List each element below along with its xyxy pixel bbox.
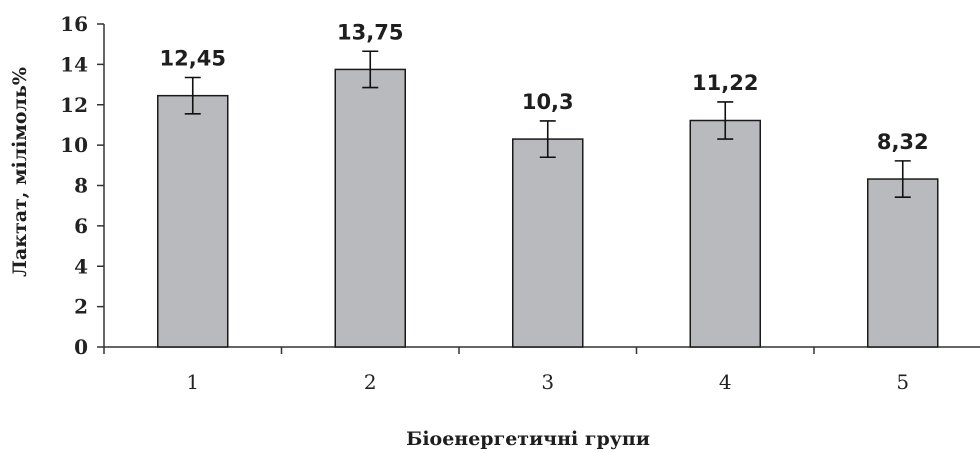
y-tick-label: 8: [74, 174, 88, 198]
bar: [157, 94, 229, 348]
data-label: 12,45: [160, 46, 226, 70]
bar: [689, 119, 761, 348]
axes: 0 2 4 6 8 10 12 14 16: [60, 12, 980, 359]
bar: [512, 138, 584, 348]
labels: 12,45 1 13,75 2 10,3 3 11,22 4 8,32 5: [160, 20, 929, 394]
y-axis-title: Лактат, мілімоль%: [9, 67, 31, 277]
y-tick-label: 0: [74, 335, 88, 359]
x-axis-title: Біоенергетичні групи: [406, 428, 650, 450]
data-label: 13,75: [337, 20, 403, 44]
y-tick-label: 14: [60, 52, 88, 76]
bar: [867, 178, 939, 348]
y-tick-label: 16: [60, 12, 88, 36]
data-label: 10,3: [522, 90, 574, 114]
bars: [157, 50, 939, 348]
x-tick-label: 5: [896, 370, 909, 394]
y-tick-label: 4: [74, 254, 88, 278]
y-tick-label: 2: [74, 295, 88, 319]
x-tick-label: 2: [364, 370, 377, 394]
y-tick-label: 6: [74, 214, 88, 238]
x-tick-label: 3: [541, 370, 554, 394]
y-tick-label: 12: [60, 93, 88, 117]
data-label: 8,32: [877, 130, 929, 154]
x-tick-label: 1: [186, 370, 199, 394]
bar: [334, 68, 406, 348]
data-label: 11,22: [692, 71, 758, 95]
x-tick-label: 4: [719, 370, 732, 394]
y-tick-label: 10: [60, 133, 88, 157]
